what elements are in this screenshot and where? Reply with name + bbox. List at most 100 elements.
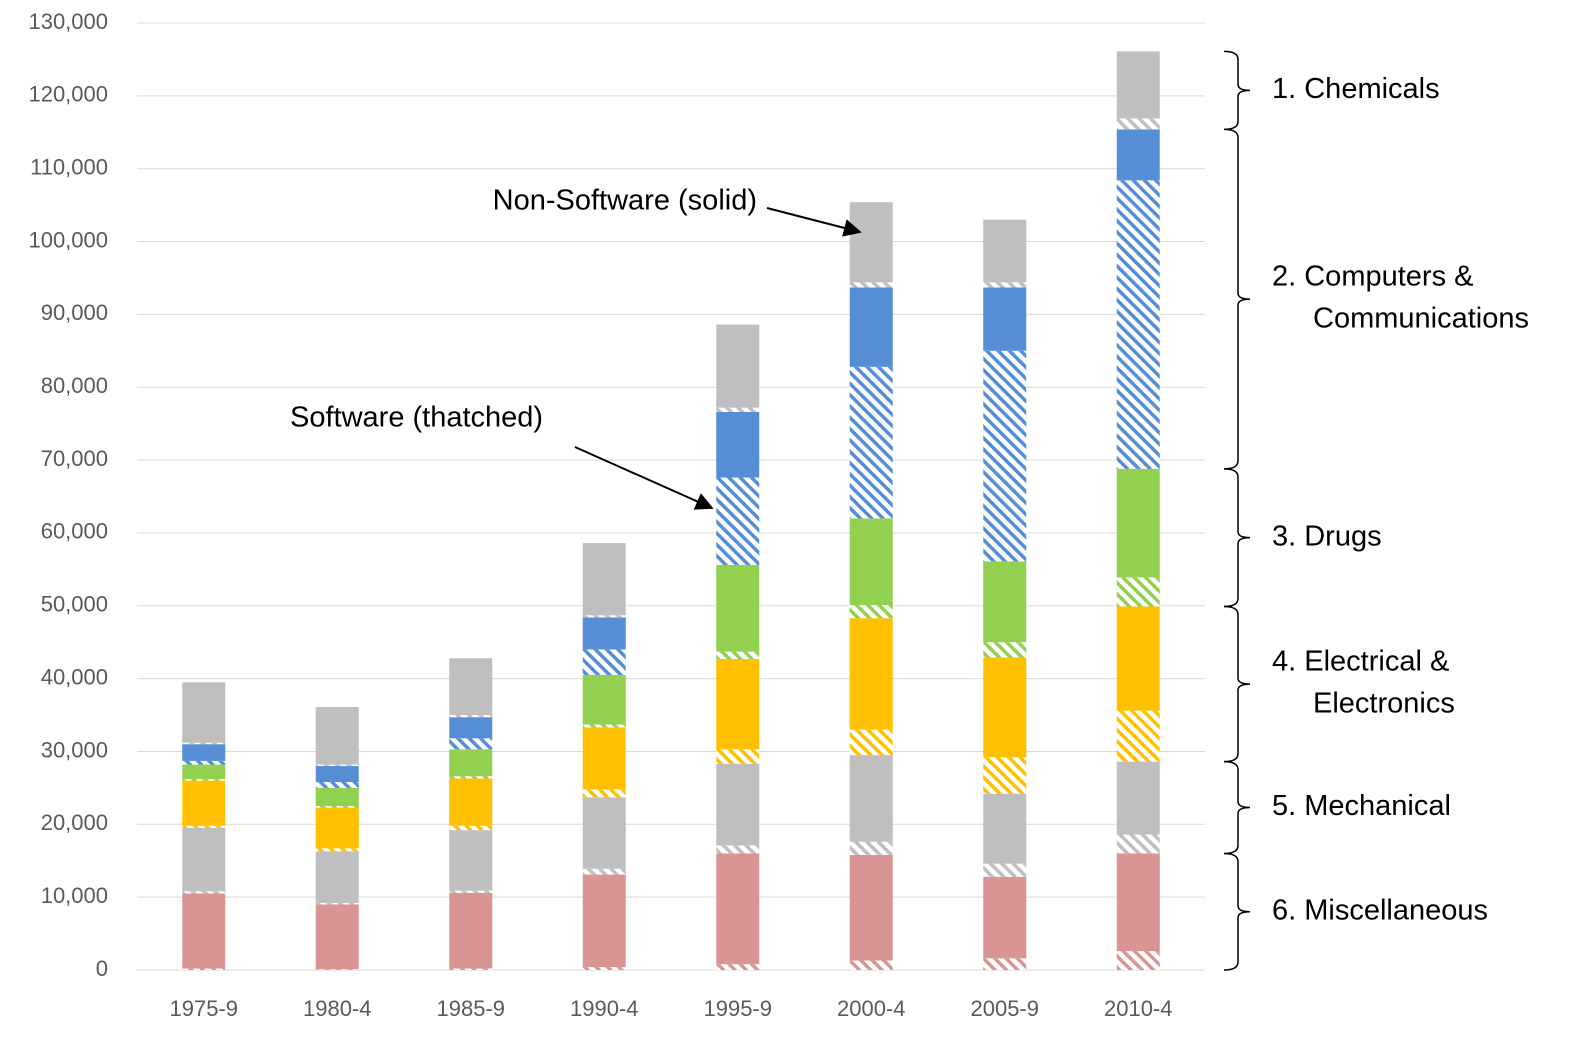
bar-segment [849,755,893,842]
bar-segment [716,411,760,478]
group-label: 5. Mechanical [1272,790,1451,822]
bar-segment [1116,834,1160,854]
bar-segment [449,830,493,891]
bar-segment [582,615,626,618]
bar-segment [582,617,626,650]
bar-segment [983,282,1027,288]
bar-segment [182,742,226,745]
y-tick-label: 40,000 [41,664,108,689]
group-label: Electronics [1313,688,1455,720]
group-label: 4. Electrical & [1272,646,1449,678]
bar-segment [182,780,226,826]
bar-segment [849,282,893,288]
bar-segment [849,841,893,855]
bar-segment [849,618,893,730]
bar-segment [182,764,226,780]
y-tick-label: 30,000 [41,737,108,762]
bar-segment [716,763,760,846]
bar-segment [182,744,226,761]
bar-segment [182,779,226,781]
bar-segment [315,766,359,783]
bar-segment [582,967,626,970]
bar-segment [182,760,226,765]
x-tick-label: 2000-4 [837,996,906,1021]
bar-segment [182,827,226,892]
bar-segment [1116,761,1160,835]
bar-segment [983,793,1027,864]
bar-segment [449,749,493,777]
bar-segment [983,219,1027,283]
y-tick-label: 130,000 [28,9,108,34]
bar-segment [983,863,1027,877]
bar-segment [983,958,1027,970]
bar-segment [582,674,626,725]
bar-segment [716,324,760,408]
bar-segment [315,851,359,903]
bar-segment [582,724,626,728]
group-label: Communications [1313,303,1529,335]
bar-segment [315,782,359,788]
bar-segment [983,642,1027,658]
bar-segment [716,477,760,565]
bar-segment [849,605,893,619]
bar-segment [182,893,226,969]
bar-segment [983,350,1027,562]
bar-segment [1116,51,1160,119]
bar-segment [182,968,226,970]
bar-segment [449,738,493,750]
bar-segment [582,543,626,616]
bracket [1223,468,1251,608]
bar-segment [1116,606,1160,711]
bar-segment [449,892,493,969]
bar-segment [849,854,893,961]
bar-segment [716,407,760,412]
bar-segment [1116,951,1160,970]
bar-segment [849,729,893,756]
bar-segment [1116,853,1160,952]
bar-segment [849,202,893,283]
bar-segment [716,564,760,652]
bar-segment [582,797,626,869]
bar-segment [315,806,359,808]
x-tick-label: 1975-9 [169,996,238,1021]
group-label: 3. Drugs [1272,520,1382,552]
bar-segment [582,649,626,675]
bracket [1223,128,1251,470]
y-tick-label: 100,000 [28,227,108,252]
bar-segment [582,789,626,798]
bar-segment [449,968,493,970]
x-tick-label: 2010-4 [1104,996,1173,1021]
bar-segment [182,891,226,894]
bar-segment [849,518,893,606]
annotation: Software (thatched) [290,402,543,434]
y-tick-label: 10,000 [41,883,108,908]
bar-segment [983,657,1027,758]
bar-segment [315,807,359,849]
bar-segment [582,868,626,875]
bar-segment [315,848,359,852]
x-tick-label: 2005-9 [970,996,1039,1021]
bar-segment [582,874,626,968]
annotation-arrow [766,207,862,237]
y-tick-label: 20,000 [41,810,108,835]
y-tick-label: 70,000 [41,446,108,471]
bracket [1223,605,1251,763]
bar-segment [582,727,626,790]
y-tick-label: 50,000 [41,592,108,617]
bracket [1223,760,1251,855]
bar-segment [182,825,226,828]
bar-segment [315,902,359,905]
bar-segment [315,764,359,767]
bar-segment [1116,118,1160,130]
x-tick-label: 1990-4 [570,996,639,1021]
bracket [1223,852,1251,971]
bar-segment [983,876,1027,959]
y-tick-label: 60,000 [41,519,108,544]
bar-segment [716,964,760,970]
bar-segment [315,707,359,765]
group-label: 1. Chemicals [1272,73,1440,105]
x-tick-label: 1980-4 [303,996,372,1021]
bar-segment [315,904,359,970]
